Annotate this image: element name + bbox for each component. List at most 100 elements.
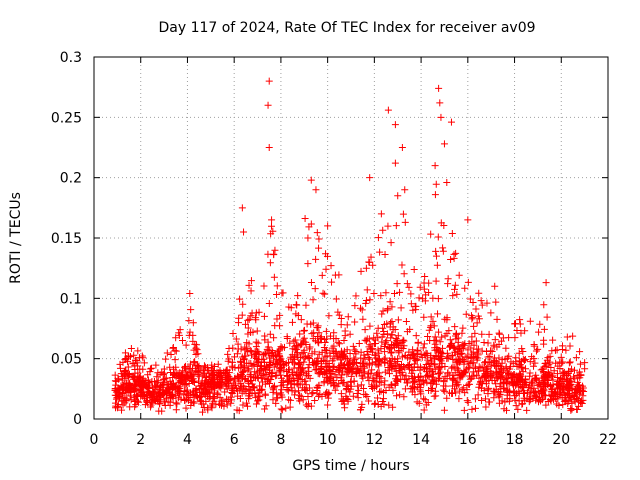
- data-point: [358, 400, 366, 408]
- data-point: [173, 400, 181, 408]
- data-point: [198, 379, 206, 387]
- data-point: [531, 359, 539, 367]
- data-point: [242, 387, 250, 395]
- data-point: [341, 332, 349, 340]
- data-point: [182, 404, 190, 412]
- data-point: [472, 305, 480, 313]
- data-point: [405, 363, 413, 371]
- data-point: [490, 343, 498, 351]
- data-point: [295, 361, 303, 369]
- data-point: [340, 347, 348, 355]
- data-point: [371, 378, 379, 386]
- data-point: [567, 404, 575, 412]
- data-point: [309, 296, 317, 304]
- data-point: [225, 344, 233, 352]
- data-point: [394, 332, 402, 340]
- data-point: [265, 299, 273, 307]
- data-point: [576, 360, 584, 368]
- data-point: [493, 315, 501, 323]
- data-point: [271, 322, 279, 330]
- data-point: [285, 303, 293, 311]
- data-point: [119, 401, 127, 409]
- data-point: [434, 233, 442, 241]
- tick-marks: [93, 56, 609, 420]
- data-point: [539, 380, 547, 388]
- data-point: [297, 316, 305, 324]
- data-point: [377, 292, 385, 300]
- data-point: [431, 340, 439, 348]
- data-point: [152, 361, 160, 369]
- data-point: [359, 360, 367, 368]
- data-point: [374, 358, 382, 366]
- data-point: [289, 369, 297, 377]
- data-point: [261, 391, 269, 399]
- data-point: [555, 385, 563, 393]
- data-point: [199, 408, 207, 416]
- data-point: [382, 289, 390, 297]
- data-point: [470, 372, 478, 380]
- data-point: [346, 330, 354, 338]
- data-point: [548, 391, 556, 399]
- data-point: [498, 356, 506, 364]
- data-point: [192, 351, 200, 359]
- data-point: [547, 397, 555, 405]
- data-point: [296, 371, 304, 379]
- data-point: [147, 364, 155, 372]
- data-point: [376, 388, 384, 396]
- data-point: [526, 317, 534, 325]
- data-point: [302, 381, 310, 389]
- data-point: [111, 386, 119, 394]
- data-point: [503, 395, 511, 403]
- data-point: [441, 387, 449, 395]
- data-point: [453, 290, 461, 298]
- data-point: [316, 370, 324, 378]
- data-point: [169, 344, 177, 352]
- data-point: [540, 372, 548, 380]
- data-point: [349, 392, 357, 400]
- data-point: [210, 371, 218, 379]
- data-point: [159, 381, 167, 389]
- data-point: [449, 363, 457, 371]
- data-point: [357, 267, 365, 275]
- data-point: [304, 354, 312, 362]
- data-point: [389, 386, 397, 394]
- data-point: [304, 392, 312, 400]
- data-point: [422, 291, 430, 299]
- data-point: [331, 386, 339, 394]
- data-point: [544, 354, 552, 362]
- data-point: [466, 375, 474, 383]
- data-point: [496, 391, 504, 399]
- data-point: [383, 306, 391, 314]
- data-point: [324, 401, 332, 409]
- data-point: [493, 373, 501, 381]
- data-point: [427, 354, 435, 362]
- data-point: [311, 348, 319, 356]
- data-point: [518, 400, 526, 408]
- data-point: [480, 387, 488, 395]
- data-point: [130, 387, 138, 395]
- data-point: [252, 400, 260, 408]
- data-point: [231, 381, 239, 389]
- data-point: [363, 286, 371, 294]
- data-point: [217, 371, 225, 379]
- data-point: [394, 316, 402, 324]
- data-point: [510, 389, 518, 397]
- data-point: [291, 343, 299, 351]
- data-point: [311, 397, 319, 405]
- data-point: [307, 320, 315, 328]
- data-point: [431, 162, 439, 170]
- data-point: [279, 289, 287, 297]
- data-point: [370, 290, 378, 298]
- data-point: [564, 377, 572, 385]
- data-point: [425, 373, 433, 381]
- data-point: [436, 99, 444, 107]
- data-point: [374, 394, 382, 402]
- data-point: [391, 159, 399, 167]
- data-point: [361, 355, 369, 363]
- data-point: [563, 333, 571, 341]
- data-point: [447, 118, 455, 126]
- data-point: [438, 333, 446, 341]
- data-point: [430, 392, 438, 400]
- data-point: [435, 364, 443, 372]
- data-point: [285, 359, 293, 367]
